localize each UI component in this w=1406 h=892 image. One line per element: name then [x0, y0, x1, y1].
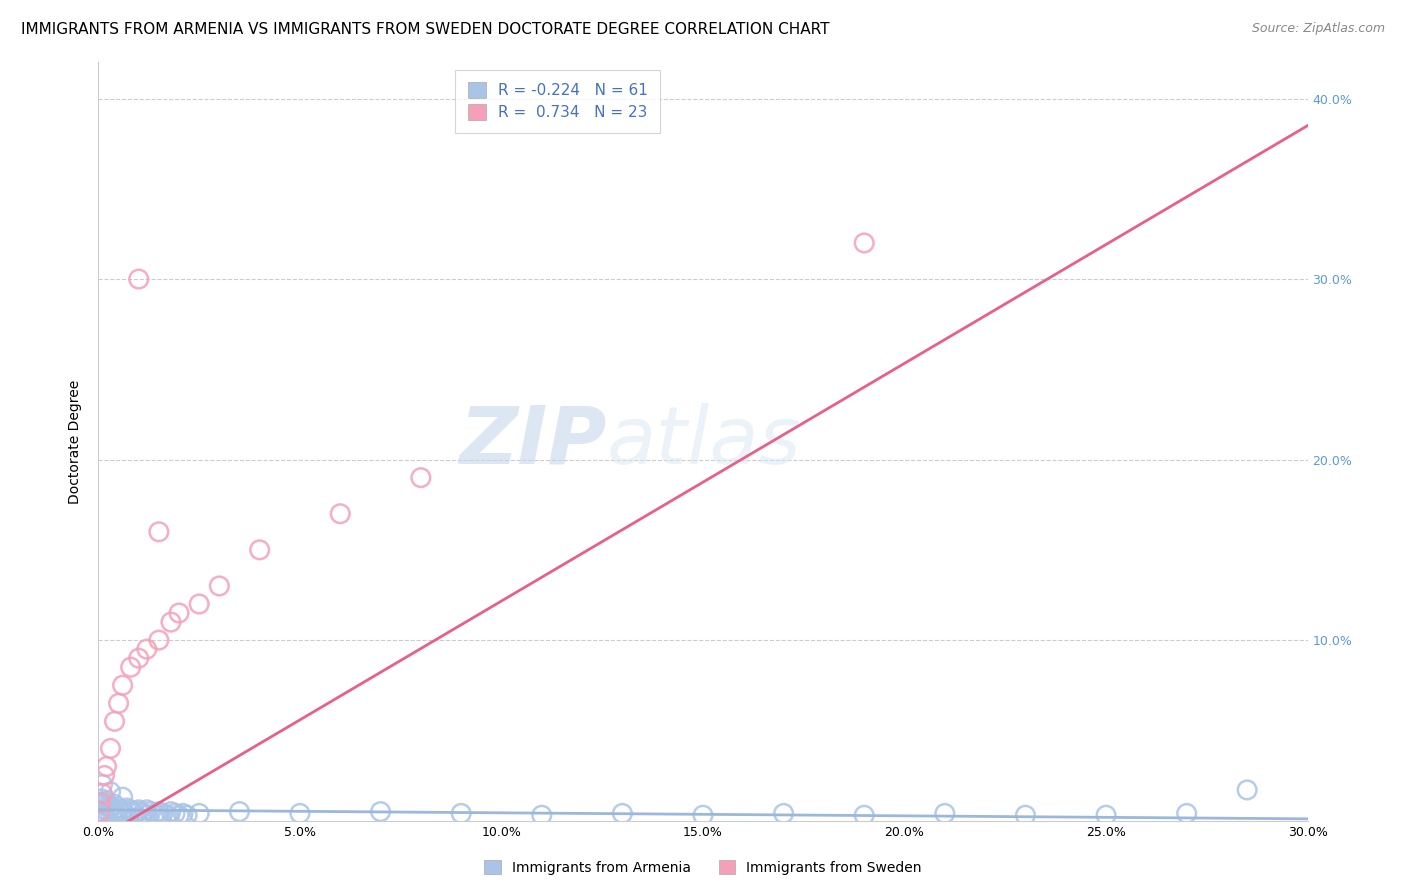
Point: [120, 660, 142, 674]
Point: [148, 805, 170, 819]
Point: [249, 542, 271, 557]
Point: [111, 806, 134, 821]
Point: [89, 808, 111, 822]
Point: [188, 806, 211, 821]
Point: [103, 797, 125, 812]
Point: [167, 606, 190, 620]
Point: [91, 787, 114, 801]
Point: [124, 806, 146, 821]
Point: [89, 805, 111, 819]
Point: [128, 272, 150, 286]
Point: [530, 808, 553, 822]
Point: [100, 785, 122, 799]
Text: atlas: atlas: [606, 402, 801, 481]
Point: [188, 597, 211, 611]
Point: [160, 615, 183, 629]
Point: [101, 806, 124, 821]
Point: [1014, 808, 1036, 822]
Point: [96, 759, 118, 773]
Point: [148, 808, 170, 822]
Point: [93, 803, 115, 817]
Point: [329, 507, 352, 521]
Point: [772, 806, 794, 821]
Point: [156, 808, 179, 822]
Point: [288, 806, 311, 821]
Point: [1095, 808, 1118, 822]
Point: [90, 792, 112, 806]
Point: [100, 741, 122, 756]
Point: [120, 803, 142, 817]
Point: [160, 805, 183, 819]
Point: [139, 805, 162, 819]
Point: [934, 806, 956, 821]
Point: [167, 808, 190, 822]
Point: [89, 796, 111, 810]
Point: [163, 806, 186, 821]
Point: [91, 808, 114, 822]
Point: [107, 805, 129, 819]
Point: [111, 678, 134, 692]
Point: [120, 805, 142, 819]
Point: [107, 696, 129, 710]
Point: [135, 803, 157, 817]
Point: [143, 806, 166, 821]
Point: [90, 810, 112, 824]
Point: [100, 799, 122, 814]
Point: [100, 801, 122, 815]
Point: [128, 803, 150, 817]
Point: [135, 642, 157, 657]
Text: ZIP: ZIP: [458, 402, 606, 481]
Point: [111, 803, 134, 817]
Point: [148, 633, 170, 648]
Point: [96, 799, 118, 814]
Point: [853, 235, 876, 250]
Point: [208, 579, 231, 593]
Legend: Immigrants from Armenia, Immigrants from Sweden: Immigrants from Armenia, Immigrants from…: [478, 855, 928, 880]
Point: [111, 790, 134, 805]
Point: [91, 796, 114, 810]
Point: [152, 806, 174, 821]
Point: [370, 805, 392, 819]
Point: [89, 805, 111, 819]
Point: [132, 806, 155, 821]
Point: [97, 805, 120, 819]
Point: [105, 808, 128, 822]
Point: [692, 808, 714, 822]
Point: [172, 806, 194, 821]
Point: [107, 801, 129, 815]
Point: [148, 524, 170, 539]
Point: [96, 794, 118, 808]
Point: [176, 808, 198, 822]
Point: [228, 805, 250, 819]
Point: [1175, 806, 1198, 821]
Point: [612, 806, 634, 821]
Point: [135, 808, 157, 822]
Point: [853, 808, 876, 822]
Point: [93, 768, 115, 782]
Point: [93, 797, 115, 812]
Point: [103, 714, 125, 729]
Point: [91, 806, 114, 821]
Point: [128, 805, 150, 819]
Point: [103, 803, 125, 817]
Point: [409, 470, 432, 484]
Text: Source: ZipAtlas.com: Source: ZipAtlas.com: [1251, 22, 1385, 36]
Point: [1236, 783, 1258, 797]
Point: [91, 778, 114, 792]
Point: [115, 808, 138, 822]
Point: [450, 806, 472, 821]
Legend: R = -0.224   N = 61, R =  0.734   N = 23: R = -0.224 N = 61, R = 0.734 N = 23: [456, 70, 661, 133]
Point: [128, 651, 150, 665]
Point: [115, 801, 138, 815]
Text: IMMIGRANTS FROM ARMENIA VS IMMIGRANTS FROM SWEDEN DOCTORATE DEGREE CORRELATION C: IMMIGRANTS FROM ARMENIA VS IMMIGRANTS FR…: [21, 22, 830, 37]
Y-axis label: Doctorate Degree: Doctorate Degree: [69, 379, 83, 504]
